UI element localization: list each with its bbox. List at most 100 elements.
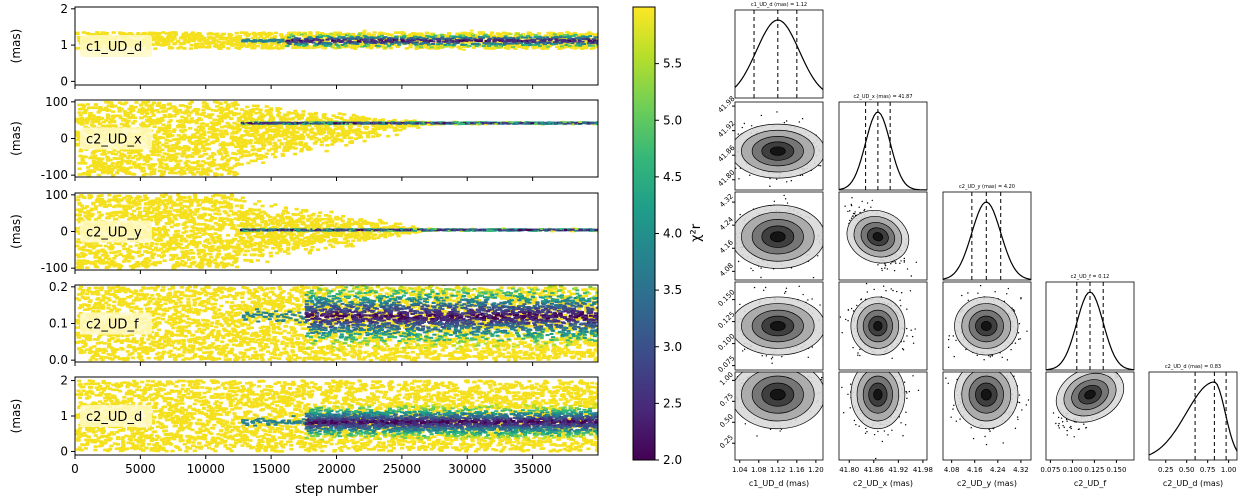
trace-point: [182, 149, 187, 153]
trace-point: [185, 167, 191, 171]
trace-point: [312, 142, 317, 145]
trace-point: [362, 139, 367, 143]
trace-point: [96, 120, 101, 123]
trace-point: [230, 43, 235, 46]
trace-point: [294, 130, 300, 134]
trace-point: [143, 102, 148, 105]
trace-point: [100, 108, 106, 112]
trace-point: [329, 37, 334, 40]
trace-point: [240, 44, 245, 48]
trace-point: [94, 259, 99, 263]
trace-point: [90, 261, 96, 265]
trace-point: [397, 31, 403, 34]
trace-point: [161, 42, 166, 46]
trace-point: [164, 167, 169, 171]
trace-point: [109, 103, 115, 107]
trace-point: [209, 121, 214, 125]
trace-point: [316, 42, 321, 45]
trace-point: [182, 135, 187, 138]
trace-point: [578, 34, 583, 38]
trace-point: [93, 205, 99, 208]
trace-point: [460, 43, 465, 46]
trace-point: [77, 133, 82, 137]
trace-point: [558, 36, 563, 39]
trace-point: [194, 128, 199, 132]
trace-point: [194, 151, 199, 154]
trace-point: [309, 35, 314, 38]
trace-point: [104, 165, 110, 169]
trace-point: [100, 153, 105, 156]
trace-point: [250, 132, 255, 136]
trace-point: [213, 43, 218, 46]
trace-point: [549, 121, 554, 124]
trace-point: [91, 246, 96, 250]
trace-point: [291, 127, 296, 131]
trace-point: [588, 35, 593, 38]
trace-point: [176, 134, 181, 137]
trace-point: [290, 146, 295, 149]
trace-point: [487, 47, 492, 50]
trace-point: [87, 114, 93, 118]
trace-point: [505, 40, 510, 43]
y-tick-label: 2: [60, 2, 68, 16]
trace-point: [356, 127, 361, 131]
trace-point: [558, 42, 563, 45]
trace-point: [156, 43, 162, 46]
trace-point: [91, 156, 96, 160]
trace-point: [195, 167, 201, 171]
trace-point: [587, 32, 592, 36]
trace-point: [308, 147, 313, 151]
trace-point: [274, 46, 279, 50]
trace-point: [165, 40, 170, 44]
trace-point: [578, 122, 583, 125]
trace-point: [203, 161, 208, 165]
trace-point: [293, 38, 298, 41]
trace-point: [253, 159, 258, 163]
trace-point: [287, 36, 292, 39]
trace-point: [153, 47, 158, 51]
trace-point: [444, 45, 449, 48]
trace-point: [546, 121, 551, 124]
trace-point: [91, 161, 97, 165]
trace-point: [235, 39, 240, 43]
trace-point: [220, 132, 225, 135]
trace-point: [223, 129, 228, 133]
trace-point: [592, 34, 597, 38]
trace-point: [208, 31, 213, 35]
trace-point: [273, 147, 278, 151]
trace-point: [596, 32, 598, 36]
trace-point: [258, 111, 263, 114]
trace-point: [455, 32, 460, 36]
trace-point: [186, 147, 192, 150]
trace-point: [195, 112, 200, 116]
trace-point: [270, 128, 275, 131]
trace-point: [241, 39, 246, 42]
trace-point: [156, 141, 161, 144]
trace-point: [168, 139, 173, 143]
trace-point: [236, 143, 241, 146]
trace-point: [361, 31, 366, 35]
trace-point: [201, 105, 207, 108]
trace-point: [172, 105, 177, 109]
trace-point: [99, 163, 105, 166]
trace-point: [245, 105, 250, 109]
trace-point: [324, 33, 329, 37]
trace-point: [105, 212, 110, 215]
trace-point: [283, 128, 288, 132]
trace-point: [79, 120, 84, 124]
trace-point: [370, 131, 375, 135]
trace-point: [186, 35, 191, 38]
trace-point: [377, 35, 382, 38]
trace-point: [218, 37, 223, 41]
trace-point: [394, 37, 399, 40]
trace-point: [218, 111, 224, 115]
trace-point: [75, 244, 80, 248]
trace-point: [239, 147, 244, 151]
trace-point: [493, 39, 498, 42]
trace-point: [102, 124, 108, 128]
trace-point: [181, 166, 186, 170]
trace-point: [303, 142, 308, 145]
trace-point: [210, 160, 215, 164]
trace-point: [258, 108, 263, 112]
trace-point: [117, 250, 122, 253]
